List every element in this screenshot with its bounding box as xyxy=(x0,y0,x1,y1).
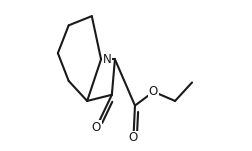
Text: O: O xyxy=(91,121,101,134)
Text: N: N xyxy=(103,53,111,66)
Text: O: O xyxy=(148,85,158,98)
Text: O: O xyxy=(128,132,138,145)
